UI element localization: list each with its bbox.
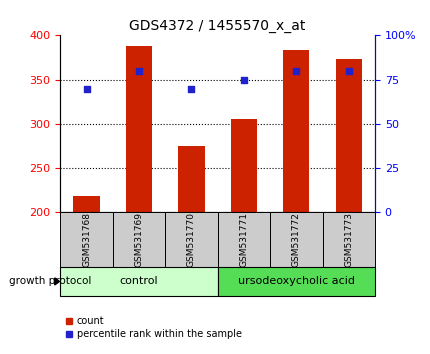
Bar — [270, 212, 322, 267]
Text: GSM531770: GSM531770 — [187, 212, 196, 267]
Bar — [113, 212, 165, 267]
Bar — [178, 146, 204, 212]
Point — [83, 86, 90, 91]
Text: growth protocol: growth protocol — [9, 276, 91, 286]
Bar — [60, 212, 113, 267]
Title: GDS4372 / 1455570_x_at: GDS4372 / 1455570_x_at — [129, 19, 305, 33]
Bar — [230, 120, 256, 212]
Bar — [60, 267, 217, 296]
Text: GSM531769: GSM531769 — [134, 212, 143, 267]
Bar — [73, 196, 99, 212]
Point — [135, 68, 142, 74]
Bar — [126, 46, 152, 212]
Point — [344, 68, 351, 74]
Bar — [322, 212, 374, 267]
Text: ursodeoxycholic acid: ursodeoxycholic acid — [237, 276, 354, 286]
Bar — [217, 267, 374, 296]
Point — [187, 86, 194, 91]
Text: GSM531771: GSM531771 — [239, 212, 248, 267]
Text: GSM531773: GSM531773 — [344, 212, 353, 267]
Text: GSM531768: GSM531768 — [82, 212, 91, 267]
Text: GSM531772: GSM531772 — [291, 212, 300, 267]
Bar — [335, 59, 361, 212]
Point — [240, 77, 247, 82]
Bar — [217, 212, 270, 267]
Bar — [165, 212, 217, 267]
Polygon shape — [55, 278, 59, 285]
Point — [292, 68, 299, 74]
Text: control: control — [120, 276, 158, 286]
Bar — [283, 50, 309, 212]
Legend: count, percentile rank within the sample: count, percentile rank within the sample — [65, 316, 241, 339]
